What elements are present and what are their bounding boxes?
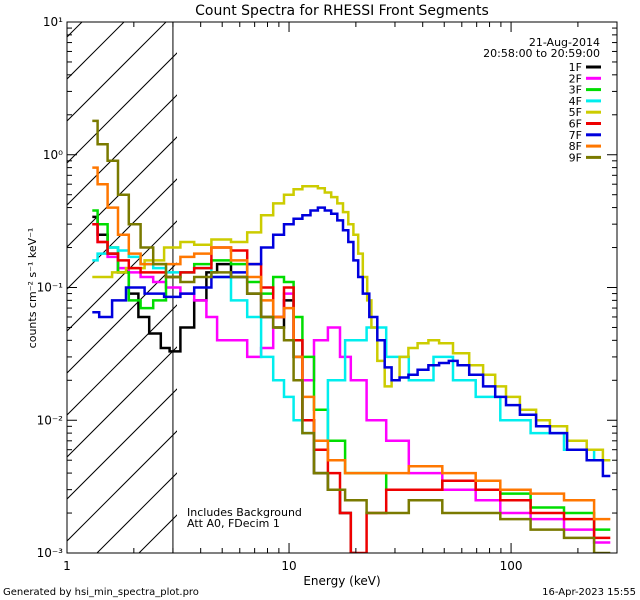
footer-generated-by: Generated by hsi_min_spectra_plot.pro [3,587,199,598]
note-background: Includes Background [187,506,302,519]
x-tick-label: 1 [63,559,71,573]
hatch-line [67,220,177,332]
legend-label-6F: 6F [569,118,582,131]
footer-timestamp: 16-Apr-2023 15:55 [542,587,636,598]
note-attenuator: Att A0, FDecim 1 [187,517,280,530]
series-5F [92,184,611,462]
hatch-line [67,94,177,206]
series-9F [92,119,611,553]
x-axis-label: Energy (keV) [303,574,380,588]
legend-label-4F: 4F [569,95,582,108]
plot-frame [66,21,618,554]
axis-ticks [66,21,618,554]
series-7F [92,206,611,478]
chart-title: Count Spectra for RHESSI Front Segments [195,3,489,19]
hatch-line [67,430,177,542]
axis-tick-labels: 1 10 100 10⁻³ 10⁻² 10⁻¹ 10⁰ 10¹ [37,15,523,573]
x-tick-label: 100 [500,559,523,573]
legend-label-1F: 1F [569,61,582,74]
hatch-line [67,22,167,122]
hatch-line [67,388,177,500]
legend-label-5F: 5F [569,106,582,119]
hatch-line [265,0,640,553]
y-tick-label: 10⁻² [37,413,64,427]
x-tick-label: 10 [281,559,296,573]
hatch-line [67,346,177,458]
legend-label-3F: 3F [569,84,582,97]
hatch-line [67,22,125,80]
y-tick-label: 10⁻³ [37,546,64,560]
series-8F [92,166,611,521]
legend-label-2F: 2F [569,72,582,85]
time-range-label: 20:58:00 to 20:59:00 [483,47,600,60]
y-axis-label: counts cm⁻² s⁻¹ keV⁻¹ [26,228,39,349]
series-6F [92,222,611,553]
legend-label-7F: 7F [569,129,582,142]
legend-label-8F: 8F [569,140,582,153]
y-tick-label: 10¹ [43,15,63,29]
y-tick-label: 10⁰ [43,148,63,162]
series-group [92,119,611,553]
y-tick-label: 10⁻¹ [37,281,64,295]
legend-label-9F: 9F [569,151,582,164]
date-label: 21-Aug-2014 [529,36,600,49]
